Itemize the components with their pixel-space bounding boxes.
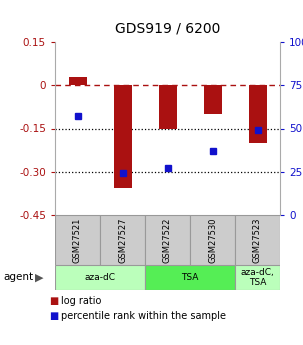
Bar (68, 77, 86, 85)
Text: TSA: TSA (181, 273, 199, 282)
Text: aza-dC: aza-dC (85, 273, 115, 282)
Text: agent: agent (3, 273, 33, 283)
Text: GSM27523: GSM27523 (253, 217, 262, 263)
Bar (248, 85, 267, 143)
Bar (55, 265, 145, 290)
Text: percentile rank within the sample: percentile rank within the sample (61, 311, 226, 321)
Text: GDS919 / 6200: GDS919 / 6200 (115, 21, 220, 35)
Text: log ratio: log ratio (61, 296, 102, 306)
Bar (190, 215, 235, 265)
Text: ▶: ▶ (35, 273, 43, 283)
Bar (145, 265, 235, 290)
Bar (100, 215, 145, 265)
Text: ■: ■ (49, 296, 58, 306)
Text: aza-dC,
TSA: aza-dC, TSA (241, 268, 275, 287)
Text: GSM27522: GSM27522 (163, 217, 172, 263)
Bar (114, 85, 132, 188)
Text: GSM27527: GSM27527 (118, 217, 127, 263)
Text: ■: ■ (49, 311, 58, 321)
Text: GSM27521: GSM27521 (73, 217, 82, 263)
Text: GSM27530: GSM27530 (208, 217, 217, 263)
Bar (235, 215, 280, 265)
Bar (204, 85, 221, 114)
Bar (55, 215, 100, 265)
Bar (235, 265, 280, 290)
Bar (158, 85, 177, 128)
Bar (145, 215, 190, 265)
